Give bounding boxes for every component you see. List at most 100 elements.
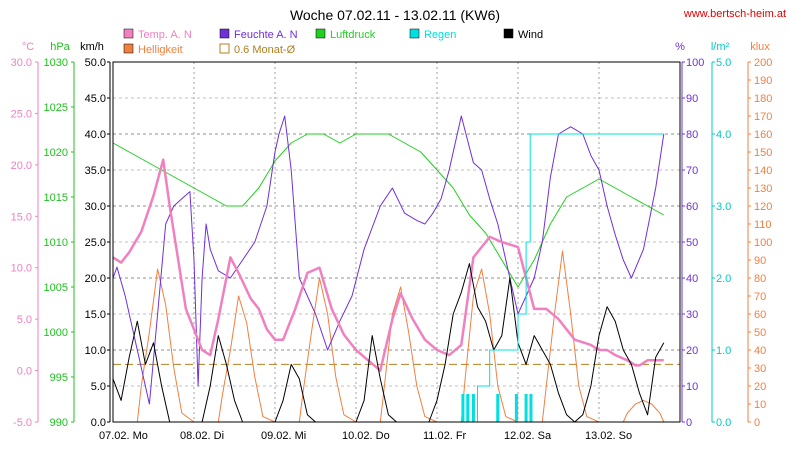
plot-frame (112, 61, 681, 423)
temp-tick-label: 15.0 (11, 211, 32, 223)
series-line (113, 250, 665, 423)
wind-tick-label: 20.0 (85, 273, 106, 285)
light-tick-label: 30 (754, 363, 766, 375)
humidity-tick-label: 100 (686, 57, 704, 69)
wind-tick-label: 35.0 (85, 165, 106, 177)
humidity-tick-label: 0 (686, 417, 692, 429)
humidity-tick-label: 20 (686, 345, 698, 357)
legend-label: 0.6 Monat-Ø (234, 44, 296, 56)
rain-bar (471, 394, 475, 422)
light-tick-label: 10 (754, 399, 766, 411)
wind-tick-label: 40.0 (85, 129, 106, 141)
humidity-tick-label: 70 (686, 165, 698, 177)
light-tick-label: 110 (754, 219, 772, 231)
humidity-unit: % (675, 41, 685, 53)
rain-tick-label: 4.0 (716, 129, 731, 141)
axes: -5.00.05.010.015.020.025.030.09909951000… (11, 57, 773, 442)
rain-bar (466, 394, 470, 422)
humidity-tick-label: 50 (686, 237, 698, 249)
legend-label: Helligkeit (138, 44, 183, 56)
light-tick-label: 140 (754, 165, 772, 177)
x-tick-label: 09.02. Mi (261, 430, 306, 442)
light-tick-label: 120 (754, 201, 772, 213)
pressure-unit: hPa (50, 41, 70, 53)
wind-tick-label: 10.0 (85, 345, 106, 357)
legend-label: Temp. A. N (138, 29, 192, 41)
wind-tick-label: 30.0 (85, 201, 106, 213)
x-tick-label: 07.02. Mo (99, 430, 148, 442)
legend: Temp. A. N Feuchte A. N Luftdruck Regen Wind… (123, 28, 543, 56)
legend-swatch (409, 28, 420, 39)
pressure-tick-label: 1025 (44, 102, 68, 114)
wind-tick-label: 0.0 (91, 417, 106, 429)
humidity-tick-label: 90 (686, 93, 698, 105)
humidity-tick-label: 10 (686, 381, 698, 393)
pressure-tick-label: 1030 (44, 57, 68, 69)
wind-tick-label: 5.0 (91, 381, 106, 393)
pressure-tick-label: 995 (50, 372, 68, 384)
pressure-tick-label: 1010 (44, 237, 68, 249)
light-tick-label: 200 (754, 57, 772, 69)
rain-tick-label: 0.0 (716, 417, 731, 429)
temp-tick-label: 0.0 (17, 366, 32, 378)
legend-label: Wind (518, 29, 543, 41)
rain-bar (461, 394, 465, 422)
light-tick-label: 70 (754, 291, 766, 303)
series-line (112, 115, 665, 405)
temp-tick-label: 25.0 (11, 108, 32, 120)
wind-tick-label: 15.0 (85, 309, 106, 321)
light-tick-label: 60 (754, 309, 766, 321)
rain-tick-label: 5.0 (716, 57, 731, 69)
temp-tick-label: 10.0 (11, 263, 32, 275)
temp-tick-label: 20.0 (11, 160, 32, 172)
temp-unit: °C (22, 41, 34, 53)
x-tick-label: 11.02. Fr (423, 430, 467, 442)
legend-swatch (315, 28, 326, 39)
series-line (112, 263, 665, 423)
pressure-tick-label: 1005 (44, 282, 68, 294)
light-tick-label: 150 (754, 147, 772, 159)
legend-label: Luftdruck (330, 29, 376, 41)
light-tick-label: 0 (754, 417, 760, 429)
legend-label: Feuchte A. N (234, 29, 298, 41)
rain-unit: l/m² (711, 41, 730, 53)
series-line (112, 133, 665, 288)
site-url: www.bertsch-heim.at (683, 8, 786, 20)
wind-unit: km/h (80, 41, 104, 53)
pressure-tick-label: 990 (50, 417, 68, 429)
light-tick-label: 20 (754, 381, 766, 393)
humidity-tick-label: 30 (686, 309, 698, 321)
grid (113, 62, 680, 422)
series-line (113, 133, 664, 423)
legend-swatch (219, 28, 230, 39)
x-tick-label: 12.02. Sa (504, 430, 552, 442)
pressure-tick-label: 1000 (44, 327, 68, 339)
wind-tick-label: 50.0 (85, 57, 106, 69)
x-tick-label: 13.02. So (585, 430, 632, 442)
rain-bar (496, 394, 500, 422)
pressure-tick-label: 1015 (44, 192, 68, 204)
light-tick-label: 170 (754, 111, 772, 123)
rain-tick-label: 1.0 (716, 345, 731, 357)
light-tick-label: 90 (754, 255, 766, 267)
rain-bar (514, 394, 518, 422)
light-tick-label: 80 (754, 273, 766, 285)
legend-label: Regen (424, 29, 456, 41)
wind-tick-label: 45.0 (85, 93, 106, 105)
light-tick-label: 130 (754, 183, 772, 195)
rain-bar (529, 394, 533, 422)
light-tick-label: 100 (754, 237, 772, 249)
wind-tick-label: 25.0 (85, 237, 106, 249)
rain-bar (524, 394, 528, 422)
light-tick-label: 50 (754, 327, 766, 339)
x-tick-label: 08.02. Di (180, 430, 224, 442)
humidity-tick-label: 60 (686, 201, 698, 213)
axis-units: °C hPa km/h% l/m² klux (22, 41, 770, 53)
light-unit: klux (750, 41, 770, 53)
legend-swatch (503, 28, 514, 39)
series (112, 115, 680, 423)
light-tick-label: 160 (754, 129, 772, 141)
pressure-tick-label: 1020 (44, 147, 68, 159)
chart-title: Woche 07.02.11 - 13.02.11 (KW6) (290, 7, 500, 23)
